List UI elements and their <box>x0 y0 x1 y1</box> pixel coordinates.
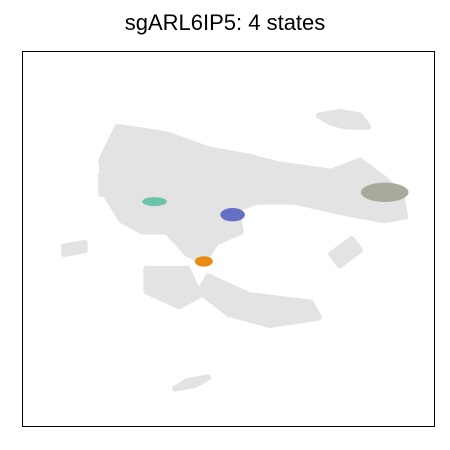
state-cluster-1 <box>142 197 167 206</box>
state-cluster-4 <box>361 183 409 202</box>
background-region-left-island <box>64 243 85 254</box>
state-cluster-2 <box>220 208 245 221</box>
state-cluster-3 <box>195 256 213 266</box>
